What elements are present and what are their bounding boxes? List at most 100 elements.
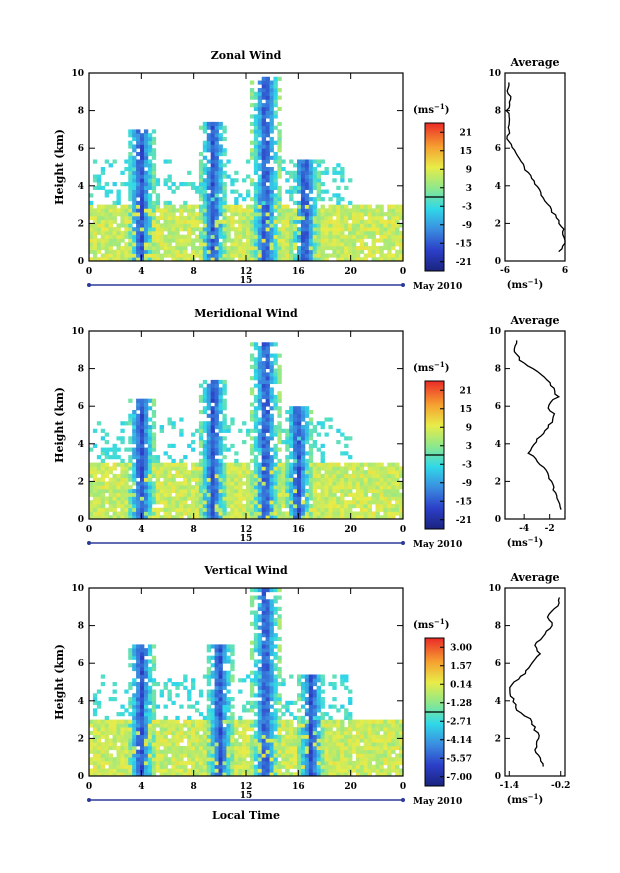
heatmap-cell xyxy=(300,723,306,728)
heatmap-cell xyxy=(147,417,153,422)
heatmap-cell xyxy=(151,436,157,441)
heatmap-cell xyxy=(140,473,145,479)
heatmap-cell xyxy=(277,682,282,687)
heatmap-cell xyxy=(222,425,227,430)
heatmap-cell xyxy=(257,133,263,138)
heatmap-cell xyxy=(289,760,294,766)
heatmap-cell xyxy=(179,511,184,516)
heatmap-cell xyxy=(265,114,270,119)
heatmap-cell xyxy=(96,511,102,516)
heatmap-cell xyxy=(253,346,259,351)
heatmap-cell xyxy=(210,409,216,415)
heatmap-cell xyxy=(277,715,282,720)
heatmap-cell xyxy=(124,764,129,769)
heatmap-cell xyxy=(218,178,223,183)
heatmap-cell xyxy=(147,734,153,739)
heatmap-cell xyxy=(261,200,267,205)
heatmap-cell xyxy=(191,245,196,251)
heatmap-cell xyxy=(128,182,133,187)
heatmap-cell xyxy=(226,719,231,724)
heatmap-cell xyxy=(324,257,329,262)
heatmap-cell xyxy=(289,727,294,732)
heatmap-cell xyxy=(242,730,247,736)
heatmap-cell xyxy=(179,253,184,258)
heatmap-cell xyxy=(214,178,219,183)
heatmap-cell xyxy=(116,257,121,262)
heatmap-cell xyxy=(96,727,102,732)
heatmap-cell xyxy=(336,230,341,236)
heatmap-cell xyxy=(257,659,263,664)
heatmap-cell xyxy=(151,715,157,720)
heatmap-cell xyxy=(124,242,129,247)
heatmap-cell xyxy=(265,144,270,149)
heatmap-cell xyxy=(253,357,259,362)
heatmap-cell xyxy=(344,204,349,209)
heatmap-cell xyxy=(265,346,270,351)
heatmap-cell xyxy=(238,768,243,773)
heatmap-cell xyxy=(277,163,282,168)
heatmap-cell xyxy=(140,182,145,187)
heatmap-cell xyxy=(246,481,251,486)
heatmap-cell xyxy=(175,219,180,224)
heatmap-cell xyxy=(257,106,263,111)
heatmap-cell xyxy=(230,189,235,194)
heatmap-cell xyxy=(328,477,333,482)
heatmap-cell xyxy=(128,215,133,221)
heatmap-cell xyxy=(269,376,274,381)
heatmap-cell xyxy=(277,473,282,479)
heatmap-cell xyxy=(269,666,274,672)
heatmap-cell xyxy=(273,372,278,377)
heatmap-cell xyxy=(387,477,392,482)
heatmap-cell xyxy=(171,757,176,762)
heatmap-cell xyxy=(147,515,153,520)
heatmap-cell xyxy=(136,238,141,243)
heatmap-cell xyxy=(140,189,145,194)
heatmap-cell xyxy=(383,500,388,505)
heatmap-cell xyxy=(92,768,98,773)
heatmap-cell xyxy=(132,185,137,190)
heatmap-cell xyxy=(269,719,274,724)
heatmap-cell xyxy=(375,219,380,224)
heatmap-cell xyxy=(191,760,196,766)
heatmap-cell xyxy=(261,772,267,777)
heatmap-cell xyxy=(304,772,310,777)
heatmap-cell xyxy=(289,719,294,724)
heatmap-cell xyxy=(297,428,302,433)
heatmap-cell xyxy=(104,238,110,243)
heatmap-cell xyxy=(226,470,231,475)
heatmap-cell xyxy=(304,760,310,766)
heatmap-cell xyxy=(320,492,325,497)
heatmap-cell xyxy=(136,133,141,138)
heatmap-cell xyxy=(316,193,321,198)
heatmap-cell xyxy=(191,734,196,739)
heatmap-cell xyxy=(273,151,278,157)
heatmap-cell xyxy=(277,208,282,213)
heatmap-cell xyxy=(116,772,121,777)
heatmap-cell xyxy=(108,245,113,251)
heatmap-cell xyxy=(375,249,380,254)
heatmap-cell xyxy=(171,768,176,773)
heatmap-cell xyxy=(183,242,188,247)
heatmap-cell xyxy=(100,757,106,762)
heatmap-cell xyxy=(89,257,94,262)
heatmap-cell xyxy=(222,200,227,205)
heatmap-cell xyxy=(206,402,212,407)
heatmap-cell xyxy=(218,451,223,456)
heatmap-cell xyxy=(300,436,306,441)
heatmap-cell xyxy=(140,496,145,501)
heatmap-cell xyxy=(293,488,298,494)
heatmap-cell xyxy=(214,447,219,452)
heatmap-cell xyxy=(183,473,188,479)
heatmap-cell xyxy=(214,398,219,403)
heatmap-cell xyxy=(198,125,204,130)
heatmap-cell xyxy=(308,227,314,232)
heatmap-cell xyxy=(143,140,149,145)
heatmap-cell xyxy=(136,689,141,694)
heatmap-cell xyxy=(116,193,121,198)
heatmap-cell xyxy=(163,768,168,773)
heatmap-cell xyxy=(293,432,298,437)
heatmap-cell xyxy=(226,768,231,773)
heatmap-cell xyxy=(277,760,282,766)
heatmap-cell xyxy=(379,230,384,236)
heatmap-cell xyxy=(116,238,121,243)
